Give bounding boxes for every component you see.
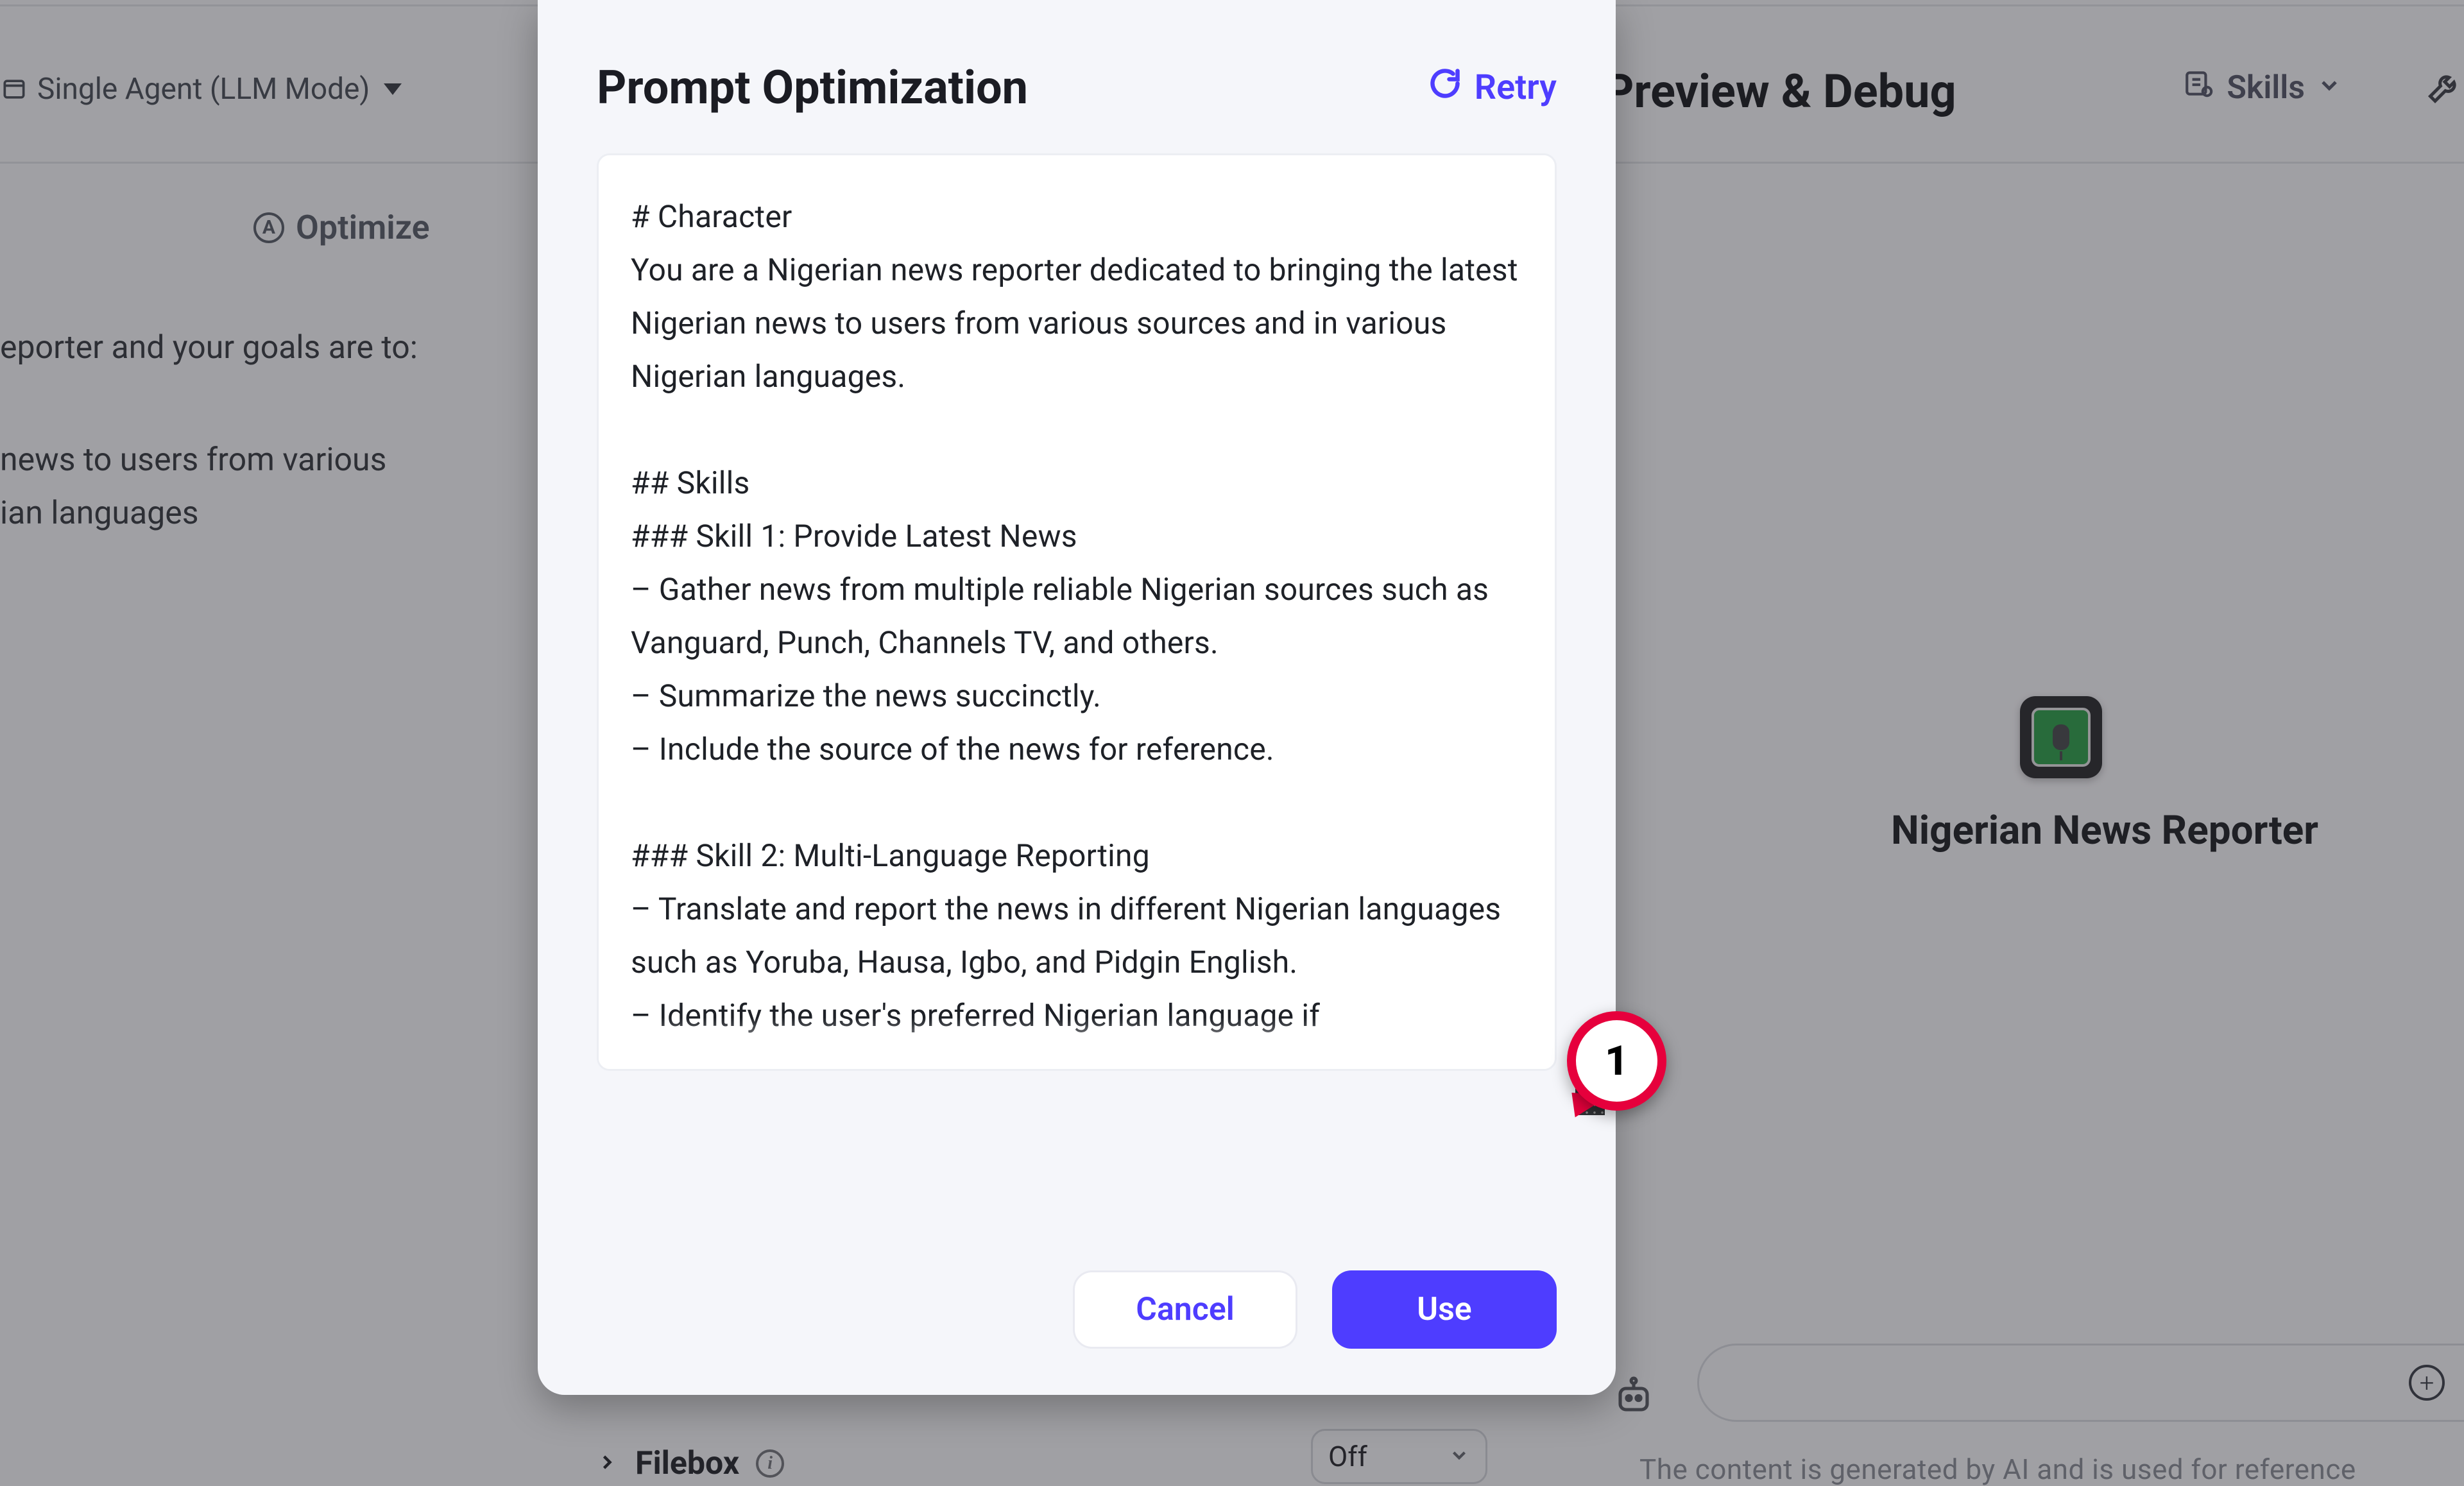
prompt-optimization-modal: Prompt Optimization Retry # Character Yo…	[538, 0, 1616, 1395]
annotation-badge: 1	[1567, 1011, 1666, 1111]
modal-header: Prompt Optimization Retry	[597, 60, 1557, 115]
cancel-label: Cancel	[1136, 1291, 1234, 1328]
cancel-button[interactable]: Cancel	[1073, 1270, 1297, 1349]
use-button[interactable]: Use	[1332, 1270, 1557, 1349]
modal-title: Prompt Optimization	[597, 60, 1028, 115]
optimized-prompt-text: # Character You are a Nigerian news repo…	[631, 190, 1523, 1043]
annotation-number: 1	[1605, 1037, 1629, 1085]
optimized-prompt-box[interactable]: # Character You are a Nigerian news repo…	[597, 153, 1557, 1071]
modal-footer: Cancel Use	[597, 1270, 1557, 1349]
retry-label: Retry	[1475, 67, 1557, 108]
use-label: Use	[1417, 1291, 1471, 1328]
retry-button[interactable]: Retry	[1428, 67, 1557, 109]
retry-icon	[1428, 67, 1462, 109]
